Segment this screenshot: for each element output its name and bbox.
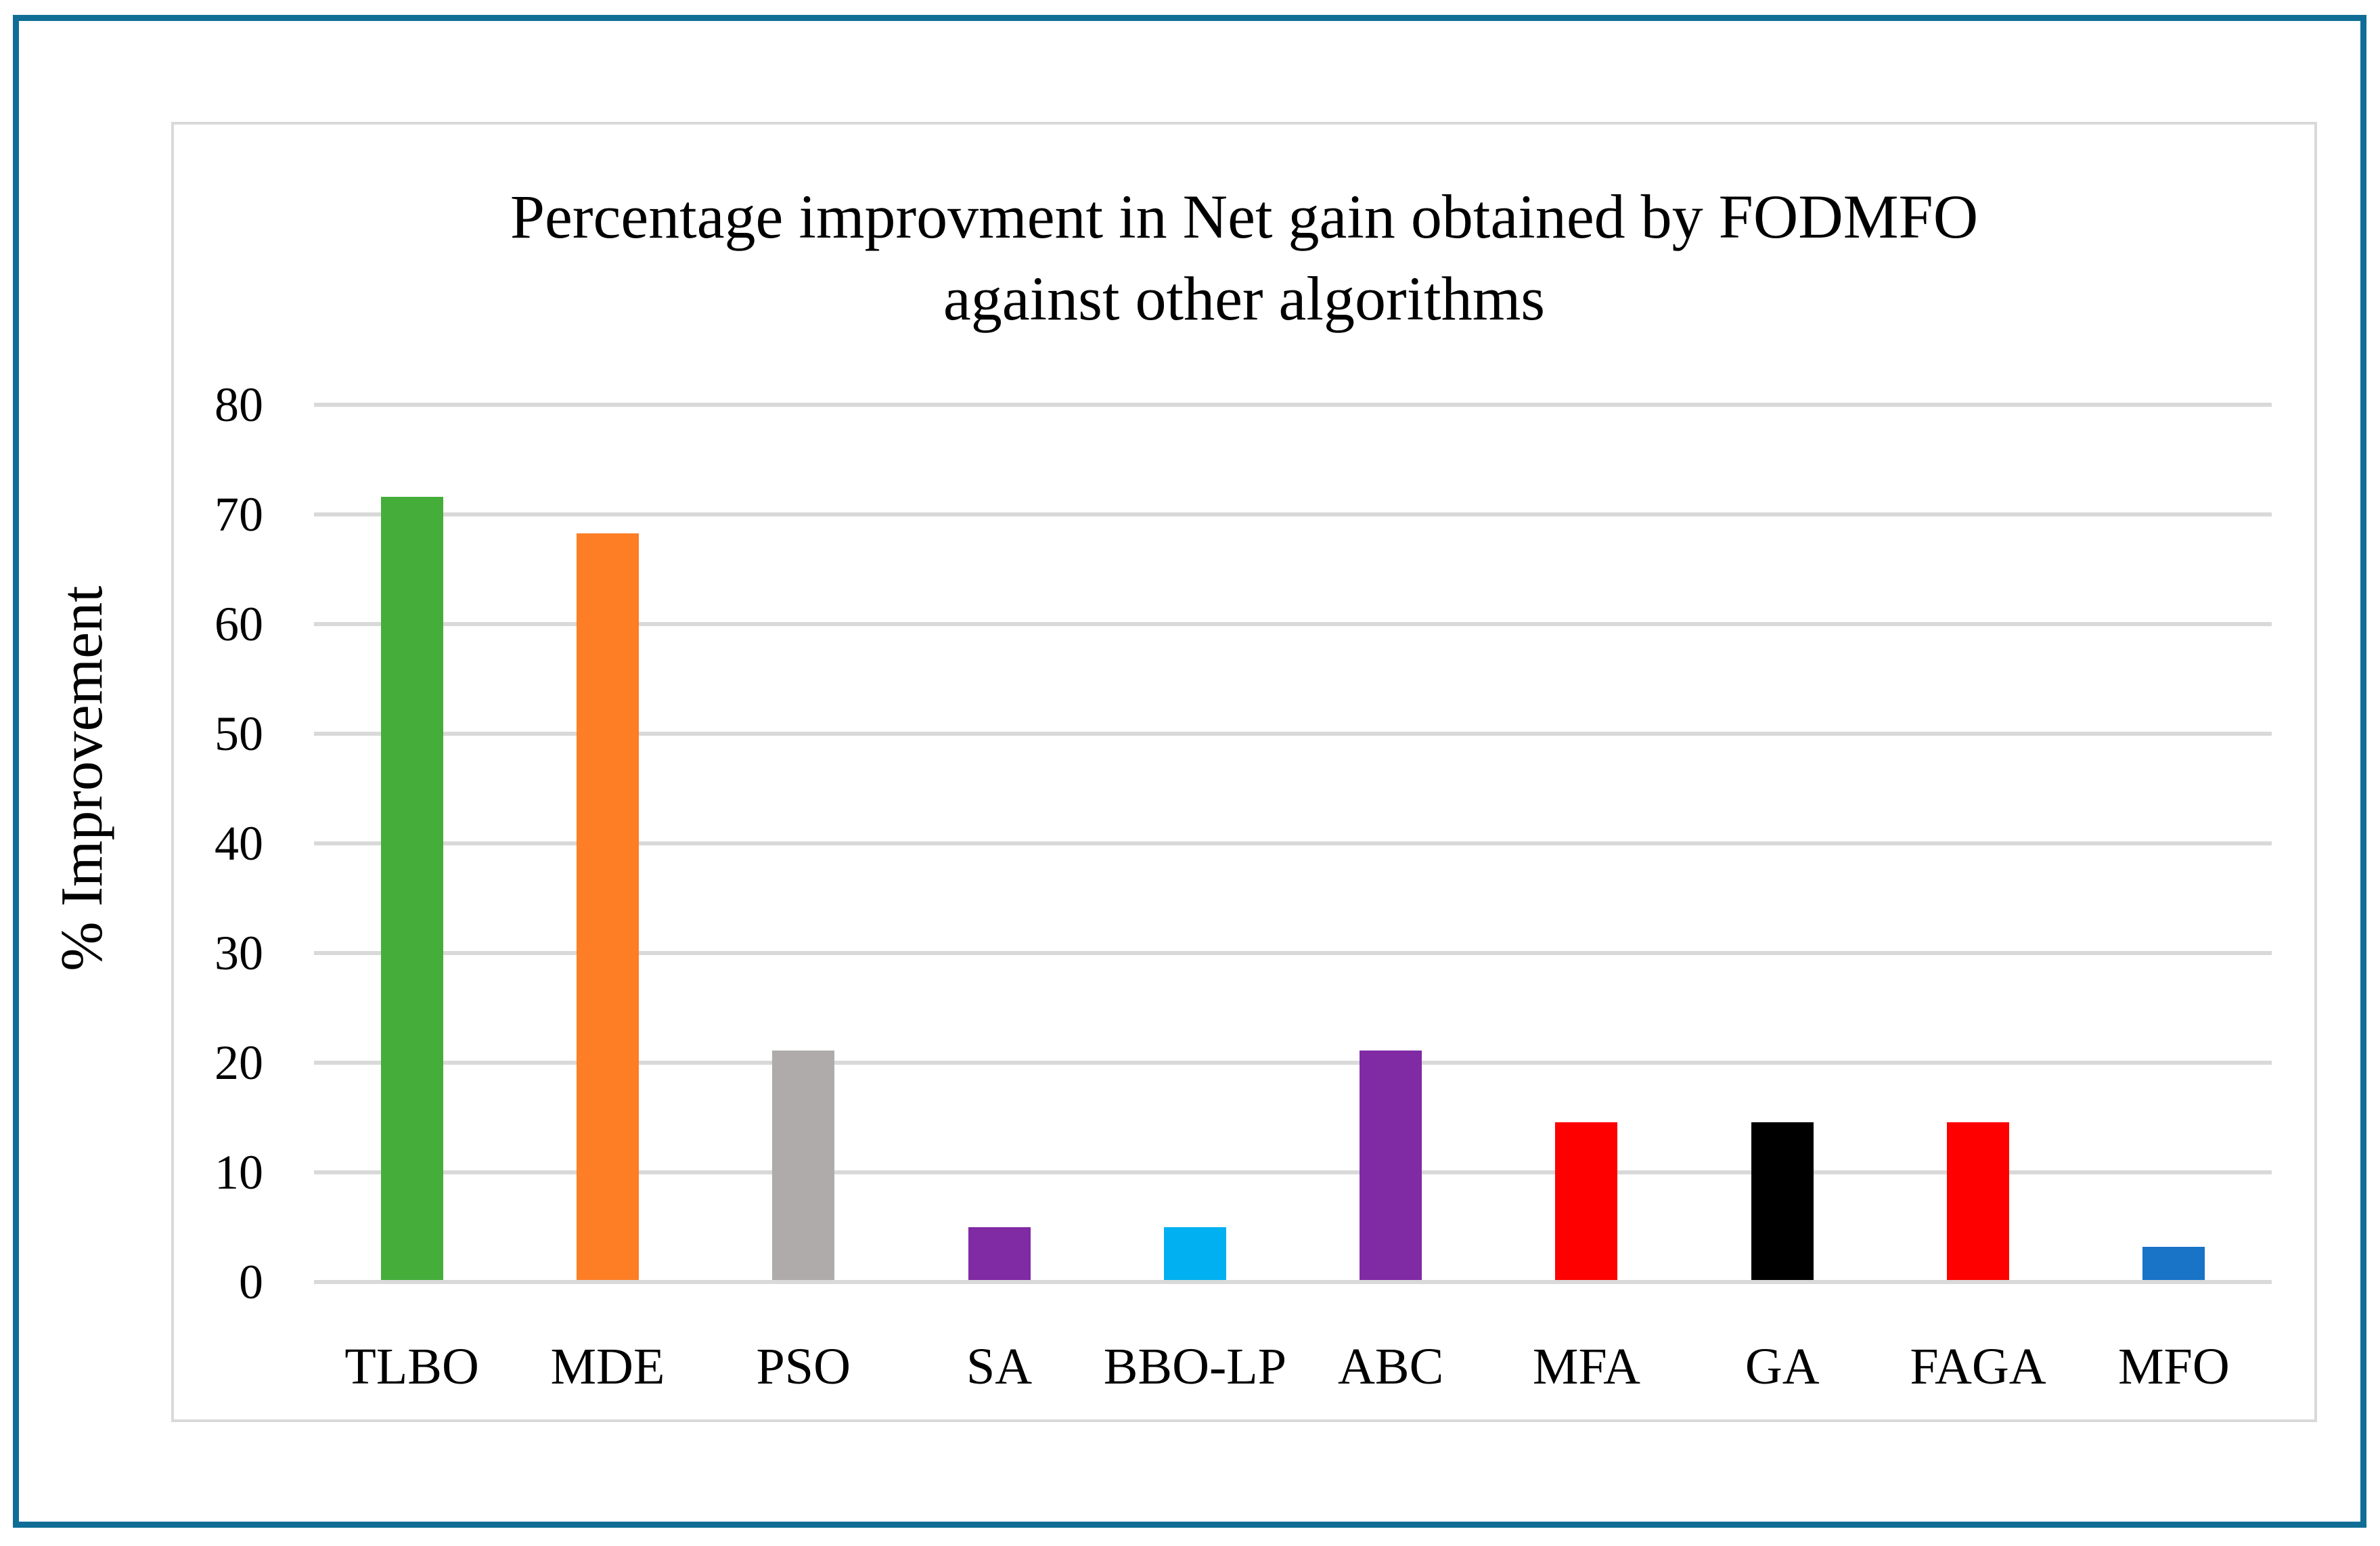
figure-border: [13, 15, 2366, 1528]
x-axis-label-ga: GA: [1745, 1338, 1820, 1395]
gridline-20: [314, 1061, 2272, 1065]
x-axis-label-faga: FAGA: [1910, 1338, 2046, 1395]
y-tick-label-60: 60: [215, 597, 263, 651]
y-tick-label-70: 70: [215, 487, 263, 542]
chart-title: Percentage improvment in Net gain obtain…: [174, 176, 2314, 340]
y-axis-title: % Improvement: [49, 586, 115, 971]
y-tick-label-50: 50: [215, 707, 263, 761]
x-axis-label-mfo: MFO: [2117, 1338, 2230, 1395]
bar-bbo-lp: [1163, 1227, 1226, 1280]
x-axis-label-tlbo: TLBO: [344, 1338, 479, 1395]
bar-pso: [772, 1051, 835, 1280]
y-tick-label-10: 10: [215, 1145, 263, 1199]
x-axis-label-abc: ABC: [1338, 1338, 1444, 1395]
bar-faga: [1947, 1122, 2010, 1280]
y-tick-label-40: 40: [215, 816, 263, 870]
gridline-10: [314, 1170, 2272, 1174]
gridline-40: [314, 841, 2272, 845]
y-tick-label-20: 20: [215, 1036, 263, 1090]
gridline-50: [314, 732, 2272, 736]
y-tick-label-80: 80: [215, 378, 263, 432]
bar-abc: [1360, 1051, 1422, 1280]
bar-ga: [1751, 1122, 1814, 1280]
chart-title-line1: Percentage improvment in Net gain obtain…: [510, 182, 1979, 251]
bar-mde: [576, 533, 639, 1280]
chart-title-line2: against other algorithms: [943, 264, 1546, 334]
gridline-60: [314, 622, 2272, 626]
plot-area: [314, 403, 2272, 1284]
y-tick-label-30: 30: [215, 926, 263, 980]
x-axis-label-sa: SA: [966, 1338, 1033, 1395]
chart-panel: Percentage improvment in Net gain obtain…: [171, 122, 2317, 1422]
bar-mfo: [2142, 1247, 2205, 1280]
gridline-70: [314, 512, 2272, 516]
x-axis-label-mfa: MFA: [1532, 1338, 1640, 1395]
x-axis-label-mde: MDE: [550, 1338, 665, 1395]
bar-tlbo: [380, 497, 443, 1280]
y-tick-label-0: 0: [239, 1255, 263, 1309]
bar-sa: [968, 1227, 1031, 1280]
gridline-80: [314, 403, 2272, 407]
gridline-30: [314, 951, 2272, 955]
x-axis-label-pso: PSO: [756, 1338, 851, 1395]
x-axis-label-bbo-lp: BBO-LP: [1103, 1338, 1286, 1395]
bar-mfa: [1555, 1122, 1618, 1280]
gridline-0: [314, 1280, 2272, 1284]
